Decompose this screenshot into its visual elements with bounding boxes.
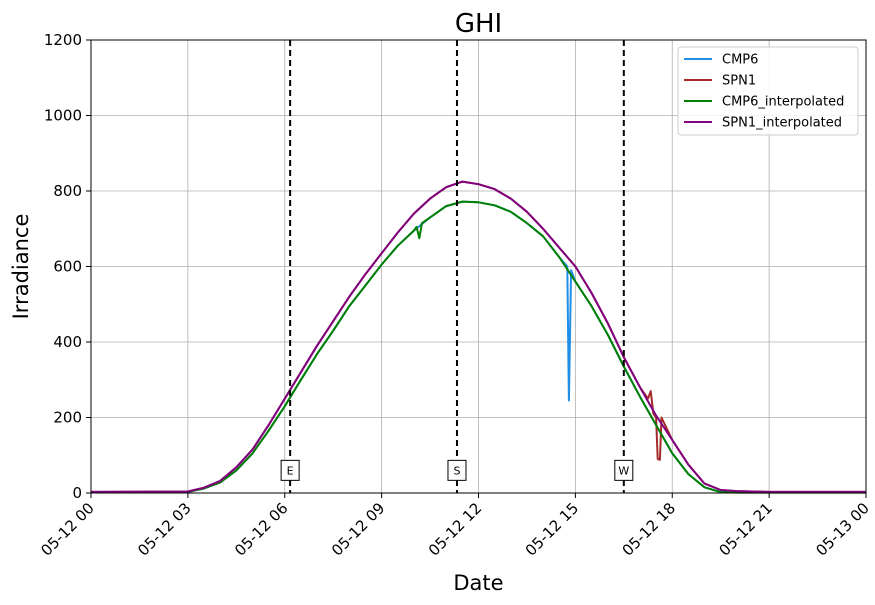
legend-label: CMP6 (722, 53, 758, 68)
legend-label: SPN1 (722, 74, 756, 89)
y-axis-title: Irradiance (9, 214, 33, 320)
x-tick-label: 05-12 06 (231, 499, 291, 559)
marker-label-w: W (618, 464, 629, 477)
y-tick-label: 600 (53, 258, 82, 276)
x-axis-title: Date (453, 571, 503, 595)
legend-box (677, 46, 859, 136)
x-tick-label: 05-12 03 (134, 499, 194, 559)
legend-label: SPN1_interpolated (722, 116, 842, 131)
x-tick-label: 05-12 18 (619, 499, 679, 559)
y-tick-label: 1000 (44, 107, 82, 125)
marker-label-e: E (287, 464, 294, 477)
marker-label-s: S (453, 464, 460, 477)
marker-box-w (614, 459, 634, 481)
series-line-spn1-interpolated (90, 180, 866, 493)
x-tick-label: 05-12 12 (425, 499, 485, 559)
x-tick-label: 05-12 00 (37, 499, 97, 559)
x-tick-label: 05-12 15 (522, 499, 582, 559)
y-tick-label: 400 (53, 333, 82, 351)
y-tick-label: 800 (53, 182, 82, 200)
legend: CMP6 SPN1 CMP6_interpolated SPN1_interpolat… (677, 46, 859, 136)
x-tick-label: 05-12 09 (328, 499, 388, 559)
chart-title: GHI (455, 9, 502, 39)
marker-box-e (280, 459, 300, 481)
y-tick-label: 1200 (44, 31, 82, 49)
marker-box-s (447, 459, 467, 481)
x-tick-label: 05-12 21 (716, 499, 776, 559)
series-lines (90, 180, 866, 494)
legend-label: CMP6_interpolated (722, 95, 844, 110)
y-axis-ticks: 0 200 400 600 800 1000 1200 (44, 31, 91, 502)
y-tick-label: 200 (53, 409, 82, 427)
series-line-cmp6-interpolated (90, 200, 866, 494)
x-axis-ticks: 05-12 00 05-12 03 05-12 06 05-12 09 05-12 12… (37, 493, 873, 560)
y-tick-label: 0 (72, 484, 82, 502)
x-tick-label: 05-13 00 (812, 499, 872, 559)
